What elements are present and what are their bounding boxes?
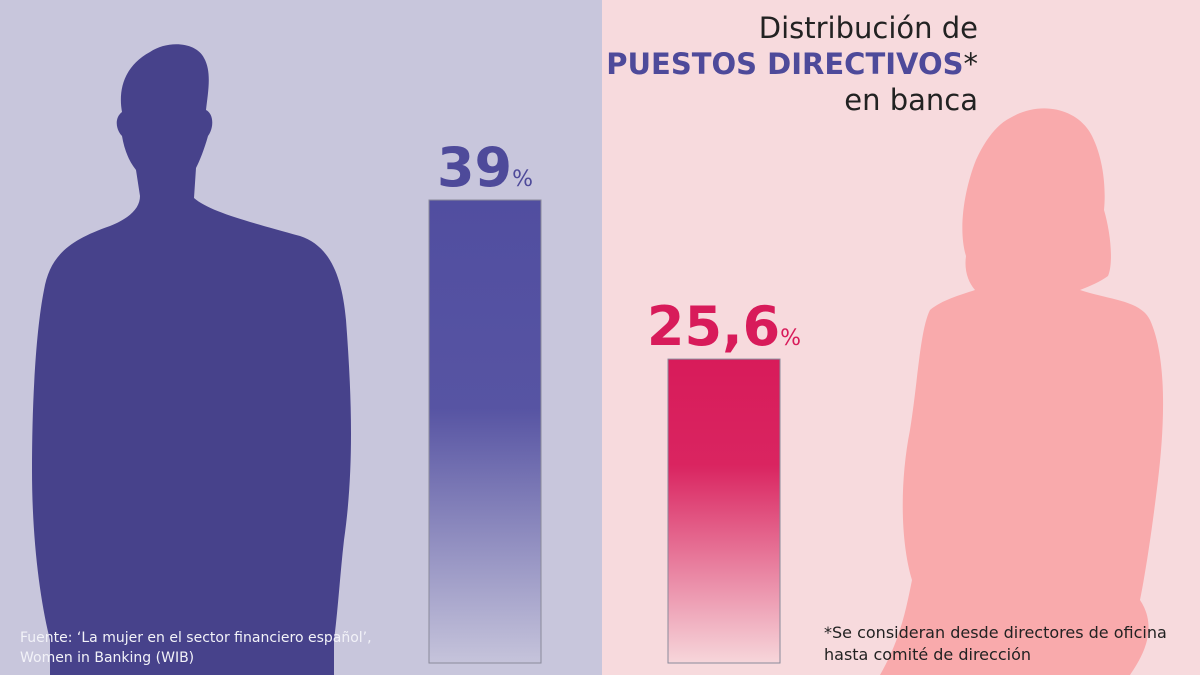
bar-value-label-women: 25,6%	[647, 295, 801, 358]
title-line-1: Distribución de	[758, 11, 978, 45]
man-silhouette-icon	[32, 44, 351, 675]
source-line-1: Fuente: ‘La mujer en el sector financier…	[20, 630, 372, 646]
title-highlight: PUESTOS DIRECTIVOS	[606, 47, 964, 81]
chart-title: Distribución de PUESTOS DIRECTIVOS* en b…	[606, 10, 978, 118]
footnote-line-2: hasta comité de dirección	[824, 645, 1031, 664]
title-line-3: en banca	[844, 83, 978, 117]
bar-unit-label-women: %	[780, 326, 801, 351]
footnote-line-1: *Se consideran desde directores de ofici…	[824, 623, 1167, 642]
bar-group	[428, 199, 781, 664]
woman-silhouette-icon	[880, 108, 1164, 675]
bar-women	[667, 358, 781, 664]
source-line-2: Women in Banking (WIB)	[20, 650, 195, 666]
bar-men	[428, 199, 542, 664]
source-note: Fuente: ‘La mujer en el sector financier…	[20, 628, 420, 668]
footnote: *Se consideran desde directores de ofici…	[824, 622, 1194, 666]
title-asterisk: *	[963, 47, 979, 81]
bar-value-label-men: 39%	[437, 136, 533, 199]
bar-unit-label-men: %	[512, 167, 533, 192]
